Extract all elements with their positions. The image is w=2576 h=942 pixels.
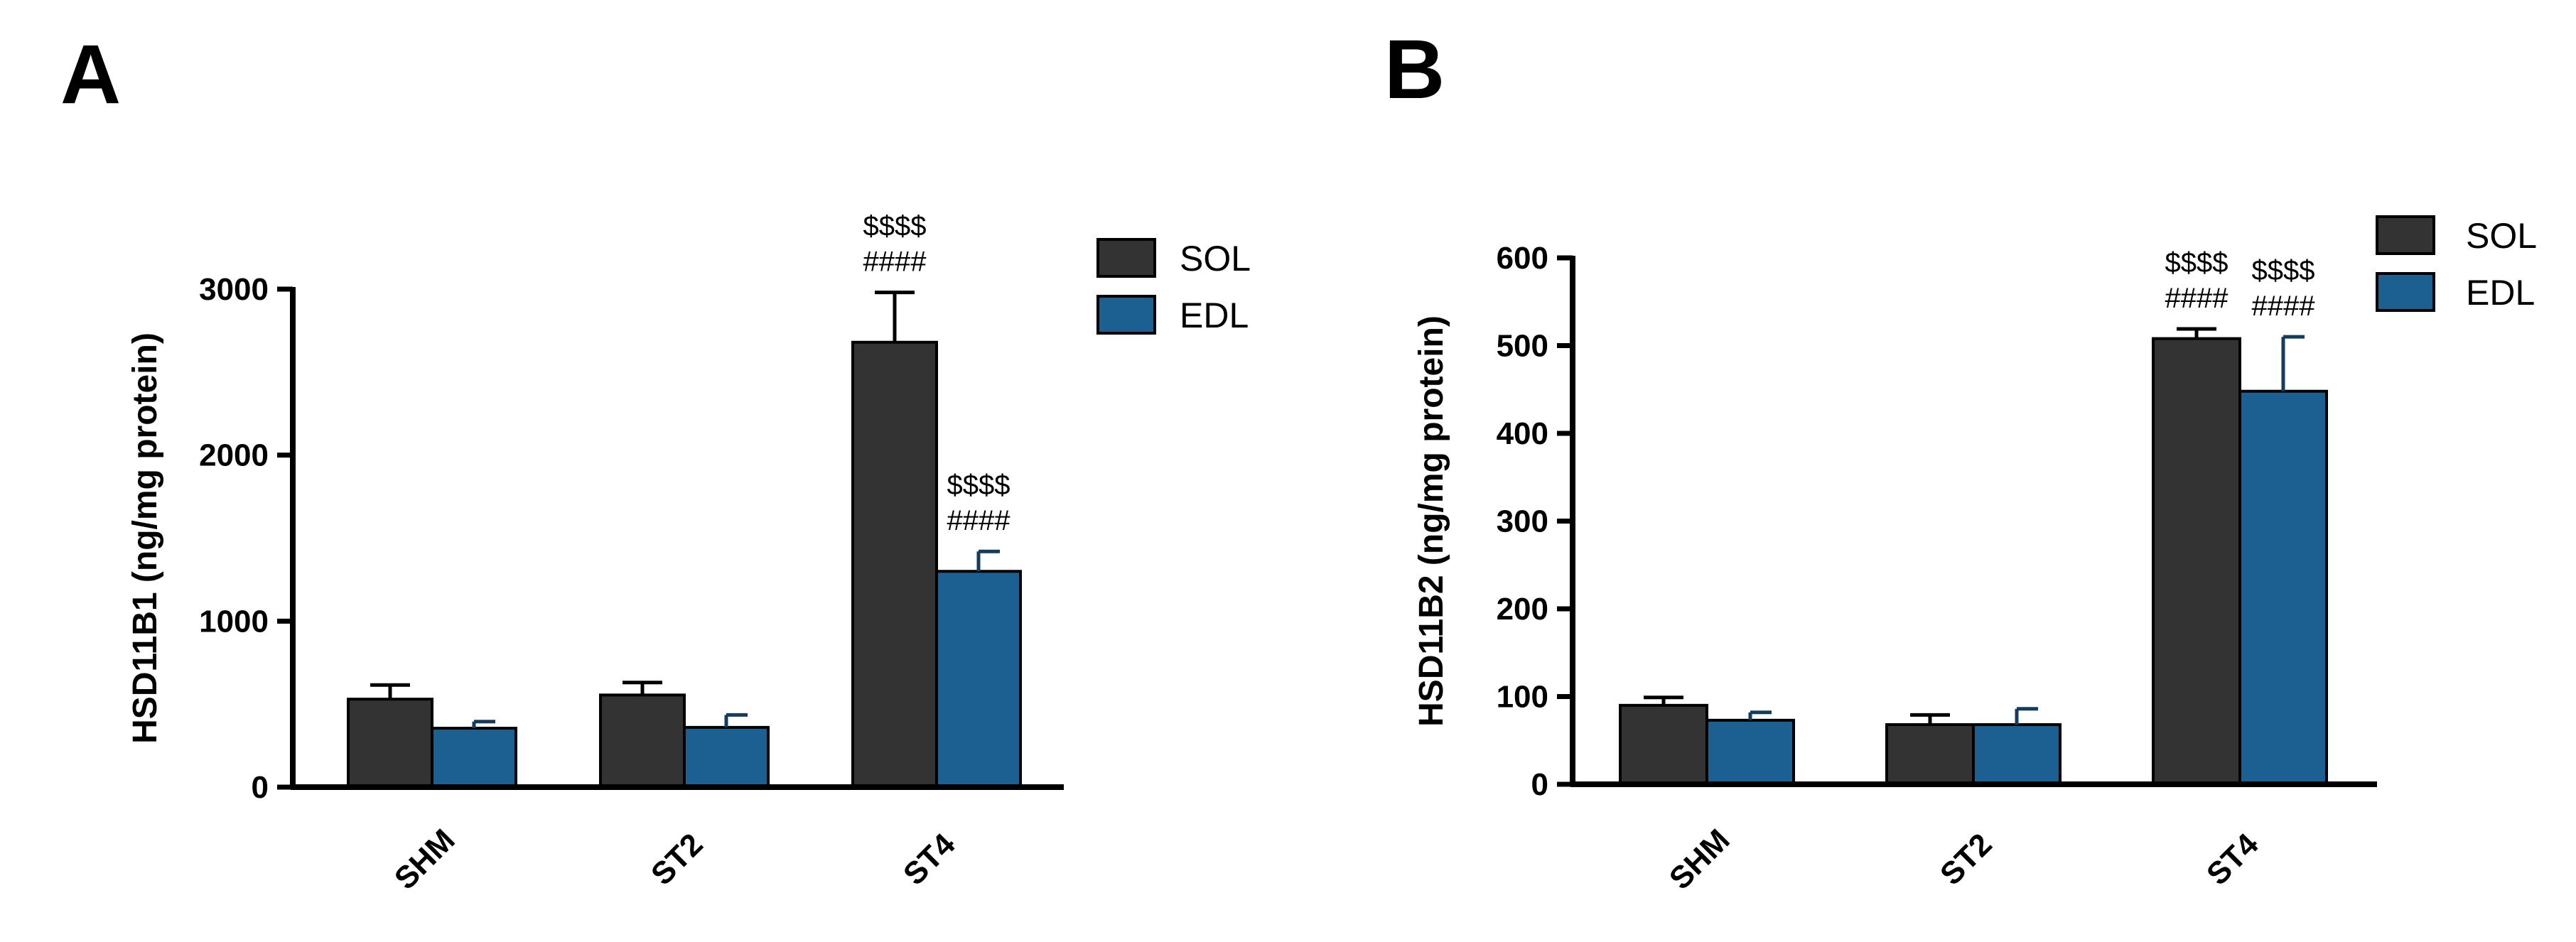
y-tick-label: 0 bbox=[252, 770, 269, 805]
bar-edl-st2 bbox=[1972, 723, 2062, 786]
panel-label-b: B bbox=[1384, 23, 1445, 117]
significance-edl-st4: $$$$ #### bbox=[947, 470, 1011, 536]
legend-label-edl: EDL bbox=[2466, 273, 2535, 313]
panel-a-chart: HSD11B1 (ng/mg protein) 0 1000 2000 3000 SHM S… bbox=[126, 211, 1251, 897]
y-tick-label: 1000 bbox=[199, 604, 269, 639]
significance-line: #### bbox=[2165, 283, 2229, 314]
bar-edl-st2 bbox=[683, 725, 770, 789]
y-tick-label: 300 bbox=[1497, 504, 1548, 539]
significance-sol-st4: $$$$ #### bbox=[863, 211, 927, 278]
x-tick-label-st4: ST4 bbox=[2200, 827, 2265, 892]
x-tick-label-st4: ST4 bbox=[897, 827, 962, 892]
legend-swatch-edl bbox=[2376, 272, 2435, 312]
significance-line: $$$$ bbox=[863, 211, 927, 242]
panel-label-a: A bbox=[60, 28, 121, 121]
y-tick-label: 600 bbox=[1497, 241, 1548, 276]
legend-label-edl: EDL bbox=[1180, 296, 1249, 335]
y-tick-label: 2000 bbox=[199, 438, 269, 473]
bar-sol-st2 bbox=[1885, 723, 1975, 786]
y-tick-label: 200 bbox=[1497, 592, 1548, 627]
x-tick-label-shm: SHM bbox=[1663, 823, 1737, 897]
legend-swatch-sol bbox=[1096, 238, 1156, 278]
legend-swatch-edl bbox=[1096, 295, 1156, 335]
significance-line: #### bbox=[947, 505, 1011, 536]
x-tick-label-shm: SHM bbox=[388, 823, 462, 897]
x-tick-label-st2: ST2 bbox=[1934, 827, 1999, 892]
panel-b-chart: HSD11B2 (ng/mg protein) 0 100 200 300 400 500 6… bbox=[1413, 215, 2537, 897]
significance-sol-st4: $$$$ #### bbox=[2165, 247, 2229, 314]
y-axis-label: HSD11B1 (ng/mg protein) bbox=[126, 332, 164, 744]
bar-edl-shm bbox=[431, 727, 517, 789]
y-tick-label: 100 bbox=[1497, 680, 1548, 715]
significance-line: $$$$ bbox=[2252, 255, 2315, 286]
y-tick-label: 400 bbox=[1497, 416, 1548, 451]
significance-line: #### bbox=[863, 247, 927, 278]
significance-line: #### bbox=[2252, 291, 2316, 322]
bar-sol-st4 bbox=[2152, 337, 2241, 786]
x-tick-label-st2: ST2 bbox=[645, 827, 710, 892]
bar-sol-shm bbox=[1619, 703, 1708, 786]
y-tick-label: 500 bbox=[1497, 329, 1548, 364]
significance-line: $$$$ bbox=[2165, 247, 2229, 278]
bar-sol-st2 bbox=[599, 693, 686, 789]
bar-edl-shm bbox=[1705, 718, 1795, 786]
bar-edl-st4 bbox=[2238, 389, 2328, 786]
bar-sol-st4 bbox=[851, 340, 938, 789]
y-tick-label: 0 bbox=[1531, 767, 1548, 802]
significance-line: $$$$ bbox=[947, 470, 1011, 501]
y-axis-label: HSD11B2 (ng/mg protein) bbox=[1413, 315, 1450, 727]
legend-label-sol: SOL bbox=[2466, 216, 2537, 256]
y-tick-label: 3000 bbox=[199, 272, 269, 307]
significance-edl-st4: $$$$ #### bbox=[2252, 255, 2316, 322]
bar-sol-shm bbox=[347, 698, 433, 789]
legend-swatch-sol bbox=[2376, 215, 2435, 255]
legend-label-sol: SOL bbox=[1180, 239, 1251, 278]
bar-edl-st4 bbox=[935, 570, 1022, 789]
